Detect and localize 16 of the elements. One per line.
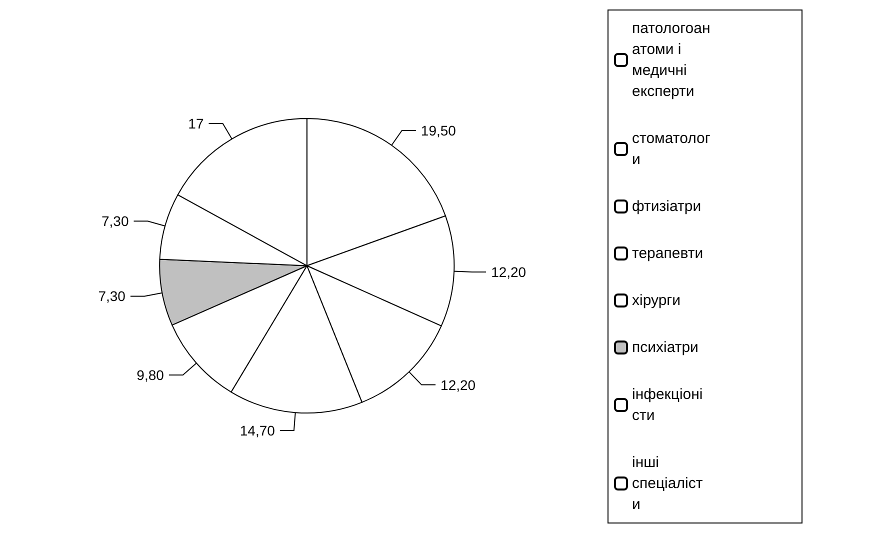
legend-label: інфекціоністи [632,386,703,424]
legend-label: патологоанатоми і медичні експерти [632,20,710,100]
data-label: 17 [188,115,204,132]
legend-label: стоматологи [632,130,711,168]
legend-label: психіатри [632,339,698,356]
legend-label: хірурги [632,292,681,309]
legend-label: фтизіатри [632,198,702,215]
data-label: 12,20 [440,376,476,393]
legend-label: терапевти [632,245,704,262]
data-label: 12,20 [491,264,526,280]
data-label: 14,70 [240,422,276,439]
data-label: 7,30 [98,288,126,304]
data-label: 9,80 [136,367,164,384]
legend-label: інші спеціалісти [632,454,703,513]
data-label: 19,50 [420,122,456,139]
data-label: 7,30 [102,213,129,230]
